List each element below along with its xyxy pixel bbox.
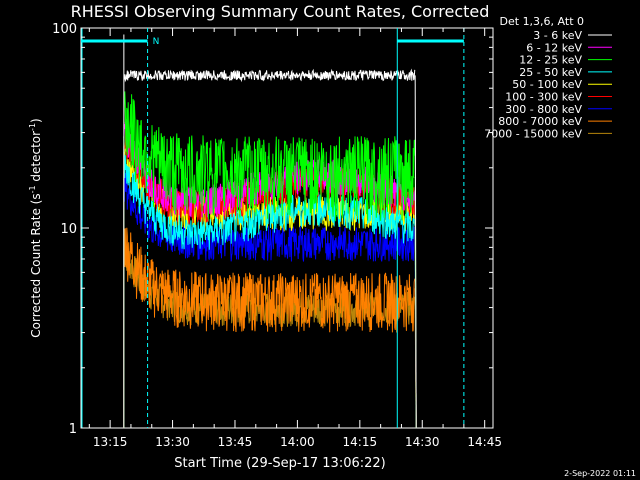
x-tick-label: 14:30	[405, 435, 440, 449]
footer-date: 2-Sep-2022 01:11	[564, 469, 636, 478]
legend-entry-label: 12 - 25 keV	[519, 54, 582, 67]
y-axis-label: Corrected Count Rate (s-1 detector-1)	[28, 118, 43, 337]
legend-entry-label: 300 - 800 keV	[505, 103, 582, 116]
legend-entry-label: 7000 - 15000 keV	[484, 127, 582, 140]
chart-title: RHESSI Observing Summary Count Rates, Co…	[71, 2, 490, 21]
legend-entry-label: 800 - 7000 keV	[498, 115, 582, 128]
y-axis-label-main: Corrected Count Rate (s	[29, 193, 43, 337]
legend-entry-label: 25 - 50 keV	[519, 66, 582, 79]
series-line	[123, 168, 416, 262]
y-axis-label-sup2: -1	[28, 123, 37, 131]
legend-entry-label: 3 - 6 keV	[533, 29, 582, 42]
y-tick-label: 10	[60, 222, 77, 237]
x-tick-label: 13:15	[93, 435, 128, 449]
attenuator-marker: N	[153, 37, 160, 47]
series-line	[123, 68, 416, 83]
y-axis-label-mid: detector	[29, 131, 43, 186]
legend-header: Det 1,3,6, Att 0	[500, 15, 584, 28]
y-tick-label: 1	[69, 422, 77, 437]
x-tick-label: 13:30	[155, 435, 190, 449]
x-tick-label: 14:45	[467, 435, 502, 449]
x-tick-label: 13:45	[218, 435, 253, 449]
series-line	[123, 91, 416, 222]
legend-entry-label: 6 - 12 keV	[526, 41, 582, 54]
x-tick-label: 14:00	[280, 435, 315, 449]
y-axis-label-end: )	[29, 118, 43, 123]
y-tick-label: 100	[52, 22, 77, 37]
series-layer	[123, 34, 417, 429]
series-fall-edge	[414, 75, 417, 429]
x-axis-label: Start Time (29-Sep-17 13:06:22)	[174, 456, 385, 471]
series-line	[123, 227, 416, 333]
y-axis-label-sup1: -1	[28, 185, 37, 193]
legend-entry-label: 100 - 300 keV	[505, 91, 582, 104]
x-tick-label: 14:15	[343, 435, 378, 449]
legend-entry-label: 50 - 100 keV	[512, 78, 582, 91]
tick-layer: 13:15 13:30 13:45 14:00 14:15 14:30 14:45 1 10 10…	[52, 22, 502, 449]
